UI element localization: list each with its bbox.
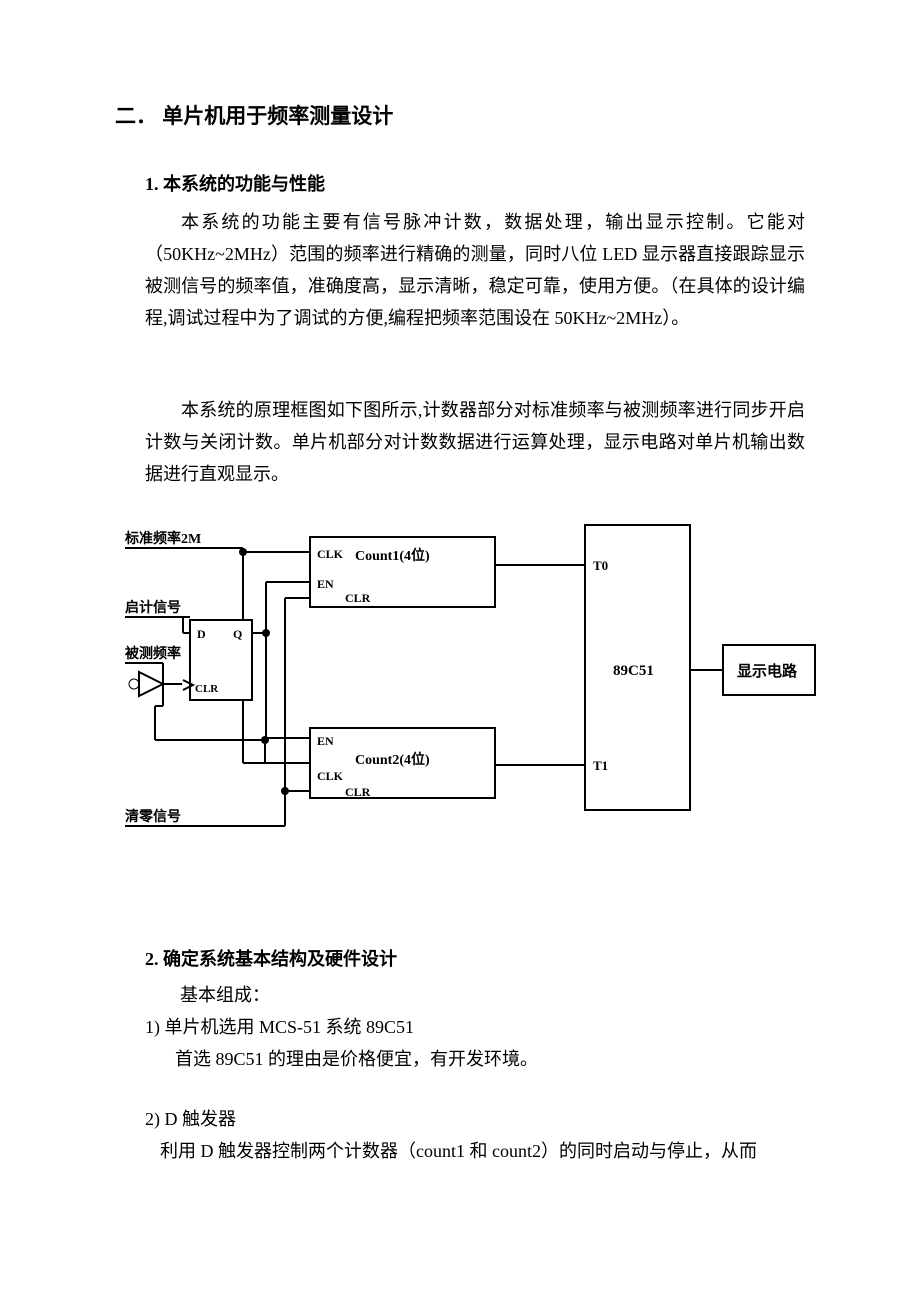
count1-en: EN bbox=[317, 577, 334, 591]
dff-clr-pin: CLR bbox=[195, 683, 219, 695]
mcu-name: 89C51 bbox=[613, 663, 654, 679]
subsection-1-paragraph-2: 本系统的原理框图如下图所示,计数器部分对标准频率与被测频率进行同步开启计数与关闭… bbox=[115, 394, 805, 490]
block-diagram-svg: 标准频率2M 启计信号 被测频率 清零信号 bbox=[105, 520, 825, 850]
subsection-1-title: 1. 本系统的功能与性能 bbox=[115, 170, 805, 196]
display-label: 显示电路 bbox=[737, 662, 798, 680]
dff-q-pin: Q bbox=[233, 627, 242, 641]
count1-clr: CLR bbox=[345, 591, 371, 605]
label-start-signal: 启计信号 bbox=[125, 599, 181, 616]
document-page: 二． 单片机用于频率测量设计 1. 本系统的功能与性能 本系统的功能主要有信号脉… bbox=[0, 0, 920, 1227]
count2-clr: CLR bbox=[345, 785, 371, 799]
mcu-t0: T0 bbox=[593, 558, 608, 573]
mcu-t1: T1 bbox=[593, 758, 608, 773]
label-clear-signal: 清零信号 bbox=[125, 808, 181, 825]
basic-composition: 基本组成： bbox=[115, 979, 805, 1011]
item-1-head: 1) 单片机选用 MCS-51 系统 89C51 bbox=[115, 1011, 805, 1043]
subsection-1-paragraph-1: 本系统的功能主要有信号脉冲计数，数据处理，输出显示控制。它能对（50KHz~2M… bbox=[115, 206, 805, 334]
item-2-head: 2) D 触发器 bbox=[115, 1103, 805, 1135]
count1-name: Count1(4位) bbox=[355, 547, 430, 564]
item-2-body: 利用 D 触发器控制两个计数器（count1 和 count2）的同时启动与停止… bbox=[115, 1135, 805, 1167]
item-1-body: 首选 89C51 的理由是价格便宜，有开发环境。 bbox=[115, 1043, 805, 1075]
subsection-2-title: 2. 确定系统基本结构及硬件设计 bbox=[115, 945, 805, 971]
label-std-freq: 标准频率2M bbox=[124, 530, 201, 547]
count2-en: EN bbox=[317, 734, 334, 748]
dff-d-pin: D bbox=[197, 627, 206, 641]
count1-clk: CLK bbox=[317, 547, 344, 561]
count2-name: Count2(4位) bbox=[355, 751, 430, 768]
block-diagram: 标准频率2M 启计信号 被测频率 清零信号 bbox=[105, 520, 805, 855]
count2-clk: CLK bbox=[317, 769, 344, 783]
section-title: 二． 单片机用于频率测量设计 bbox=[115, 100, 805, 130]
label-measured-freq: 被测频率 bbox=[125, 645, 181, 662]
